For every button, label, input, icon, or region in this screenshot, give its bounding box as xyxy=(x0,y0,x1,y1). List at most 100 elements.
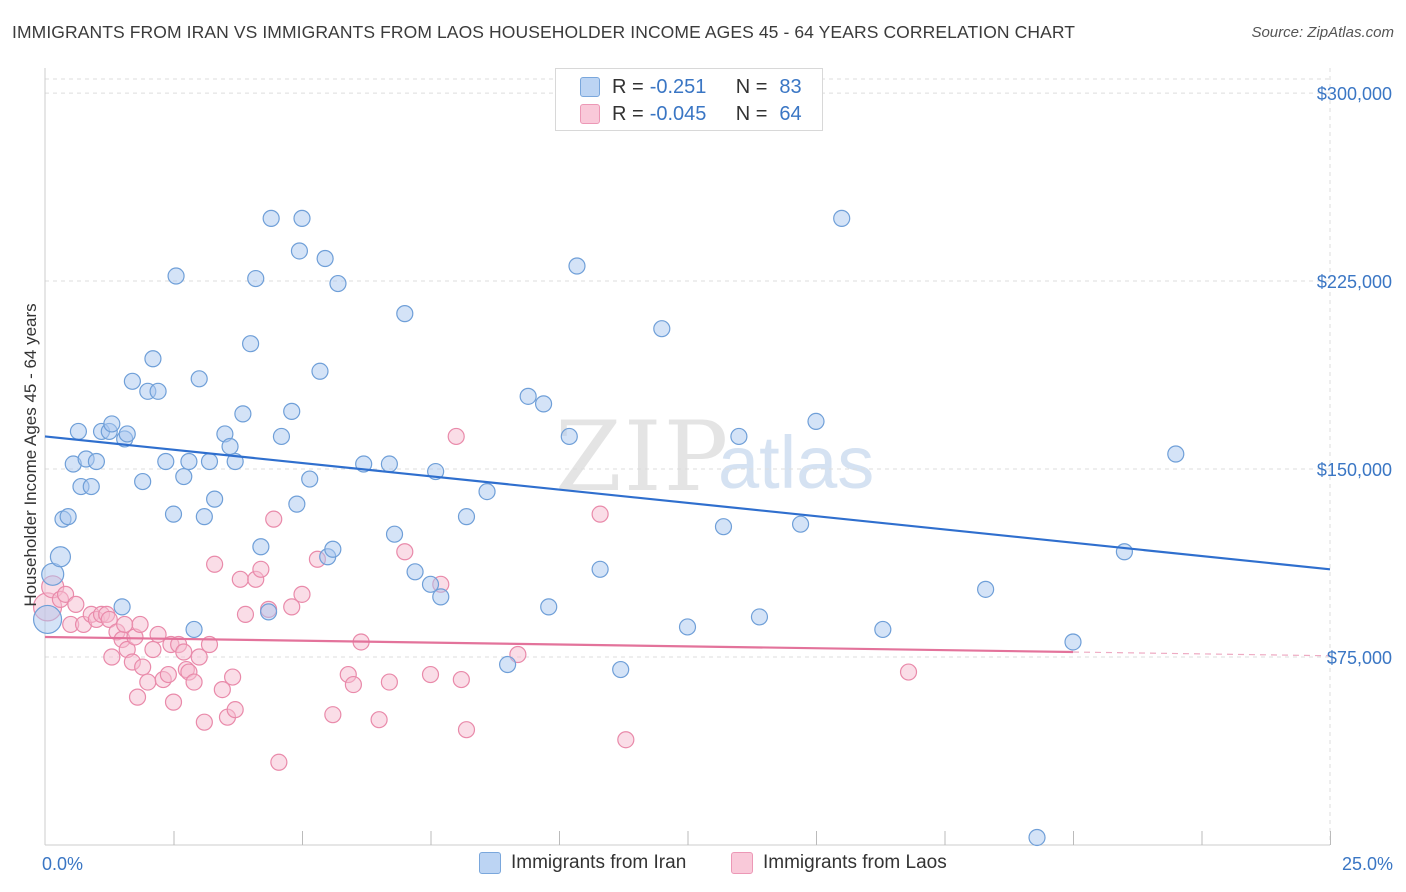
laos-point-35 xyxy=(195,713,213,731)
laos-point-23 xyxy=(144,640,162,659)
laos-point-64 xyxy=(509,645,527,664)
iran-point-41 xyxy=(272,427,291,446)
iran-point-24 xyxy=(167,267,185,285)
laos-swatch xyxy=(580,104,600,124)
iran-point-4 xyxy=(59,508,77,526)
correlation-legend: R = -0.251 N = 83 R = -0.045 N = 64 xyxy=(555,68,823,131)
iran-point-14 xyxy=(113,598,131,616)
iran-point-72 xyxy=(714,518,733,536)
iran-point-75 xyxy=(791,515,810,533)
laos-point-12 xyxy=(103,648,121,666)
laos-trend-line-extension xyxy=(1072,651,1331,657)
iran-point-63 xyxy=(519,387,537,405)
iran-point-45 xyxy=(293,209,311,227)
laos-point-26 xyxy=(159,665,177,684)
iran-legend-label: Immigrants from Iran xyxy=(511,852,687,873)
legend-iran-n-label: N = xyxy=(735,75,768,98)
iran-point-59 xyxy=(432,588,450,606)
series-legend: Immigrants from Iran Immigrants from Lao… xyxy=(0,852,1406,878)
iran-point-27 xyxy=(185,620,203,639)
iran-point-13 xyxy=(103,415,121,433)
iran-point-38 xyxy=(252,538,270,556)
source-label: Source: ZipAtlas.com xyxy=(1251,24,1394,41)
laos-point-43 xyxy=(236,605,255,624)
iran-point-16 xyxy=(118,425,136,443)
laos-point-21 xyxy=(134,658,152,676)
iran-point-46 xyxy=(301,470,319,488)
iran-point-6 xyxy=(69,422,88,441)
legend-row-iran: R = -0.251 N = 83 xyxy=(580,75,802,99)
laos-point-47 xyxy=(265,510,283,528)
iran-point-21 xyxy=(149,382,167,400)
laos-point-59 xyxy=(421,665,440,684)
legend-laos-r-label: R = xyxy=(612,102,644,125)
iran-point-70 xyxy=(653,320,671,338)
iran-point-10 xyxy=(87,452,106,471)
x-tick-labels: 0.0% 25.0% xyxy=(42,854,1393,874)
laos-point-52 xyxy=(324,706,342,724)
legend-item-iran[interactable]: Immigrants from Iran xyxy=(479,852,686,874)
x-tick-label-0: 0.0% xyxy=(42,854,83,874)
iran-point-47 xyxy=(311,362,329,380)
iran-point-83 xyxy=(1167,445,1185,463)
laos-point-57 xyxy=(380,673,398,691)
iran-point-36 xyxy=(242,335,260,353)
iran-point-64 xyxy=(534,395,553,413)
laos-point-30 xyxy=(175,643,193,661)
laos-point-40 xyxy=(224,668,242,686)
laos-point-61 xyxy=(447,427,465,446)
laos-point-66 xyxy=(617,731,635,749)
laos-point-67 xyxy=(899,663,918,681)
laos-point-19 xyxy=(128,688,147,706)
iran-point-31 xyxy=(206,490,224,508)
laos-point-54 xyxy=(344,675,362,694)
iran-point-60 xyxy=(457,508,476,526)
iran-point-69 xyxy=(612,660,630,679)
laos-point-56 xyxy=(370,711,388,729)
iran-point-29 xyxy=(195,508,213,526)
laos-point-50 xyxy=(293,585,311,603)
iran-point-77 xyxy=(833,209,851,227)
iran-point-28 xyxy=(190,370,208,388)
laos-point-28 xyxy=(164,693,183,711)
laos-point-45 xyxy=(252,560,270,578)
iran-swatch xyxy=(580,77,600,97)
legend-iran-r-value: -0.251 xyxy=(649,75,707,98)
laos-point-49 xyxy=(283,598,301,616)
iran-point-22 xyxy=(157,452,175,471)
iran-point-17 xyxy=(123,372,141,390)
legend-row-laos: R = -0.045 N = 64 xyxy=(580,102,802,126)
laos-trend-line xyxy=(44,635,1074,654)
legend-laos-n-label: N = xyxy=(735,102,768,125)
iran-point-2 xyxy=(49,546,72,568)
iran-point-40 xyxy=(262,209,280,227)
watermark-zip: ZIP xyxy=(555,401,730,513)
laos-point-48 xyxy=(270,753,288,771)
page-title: IMMIGRANTS FROM IRAN VS IMMIGRANTS FROM … xyxy=(12,22,1076,42)
legend-iran-r-label: R = xyxy=(612,75,644,98)
iran-point-66 xyxy=(560,427,578,446)
iran-point-54 xyxy=(385,525,404,543)
iran-point-23 xyxy=(164,505,183,523)
iran-trend-line xyxy=(44,435,1331,571)
laos-point-42 xyxy=(231,570,249,588)
legend-laos-n-value: 64 xyxy=(779,102,802,125)
iran-point-50 xyxy=(324,540,342,558)
iran-point-0 xyxy=(32,604,63,635)
iran-point-78 xyxy=(874,620,892,639)
iran-points xyxy=(32,209,1185,847)
iran-point-51 xyxy=(329,274,347,293)
iran-point-57 xyxy=(421,575,440,593)
legend-item-laos[interactable]: Immigrants from Laos xyxy=(731,852,947,874)
y-tick-labels: $75,000 $150,000 $225,000 $300,000 xyxy=(1317,84,1392,668)
iran-point-26 xyxy=(180,452,198,471)
iran-point-25 xyxy=(175,467,193,486)
iran-point-67 xyxy=(568,257,586,275)
iran-point-55 xyxy=(396,305,414,323)
iran-point-56 xyxy=(406,563,424,581)
iran-point-82 xyxy=(1115,543,1134,561)
trend-lines xyxy=(44,435,1331,657)
iran-legend-swatch xyxy=(479,852,501,874)
y-tick-label-1: $150,000 xyxy=(1317,460,1392,480)
iran-point-62 xyxy=(499,655,517,674)
